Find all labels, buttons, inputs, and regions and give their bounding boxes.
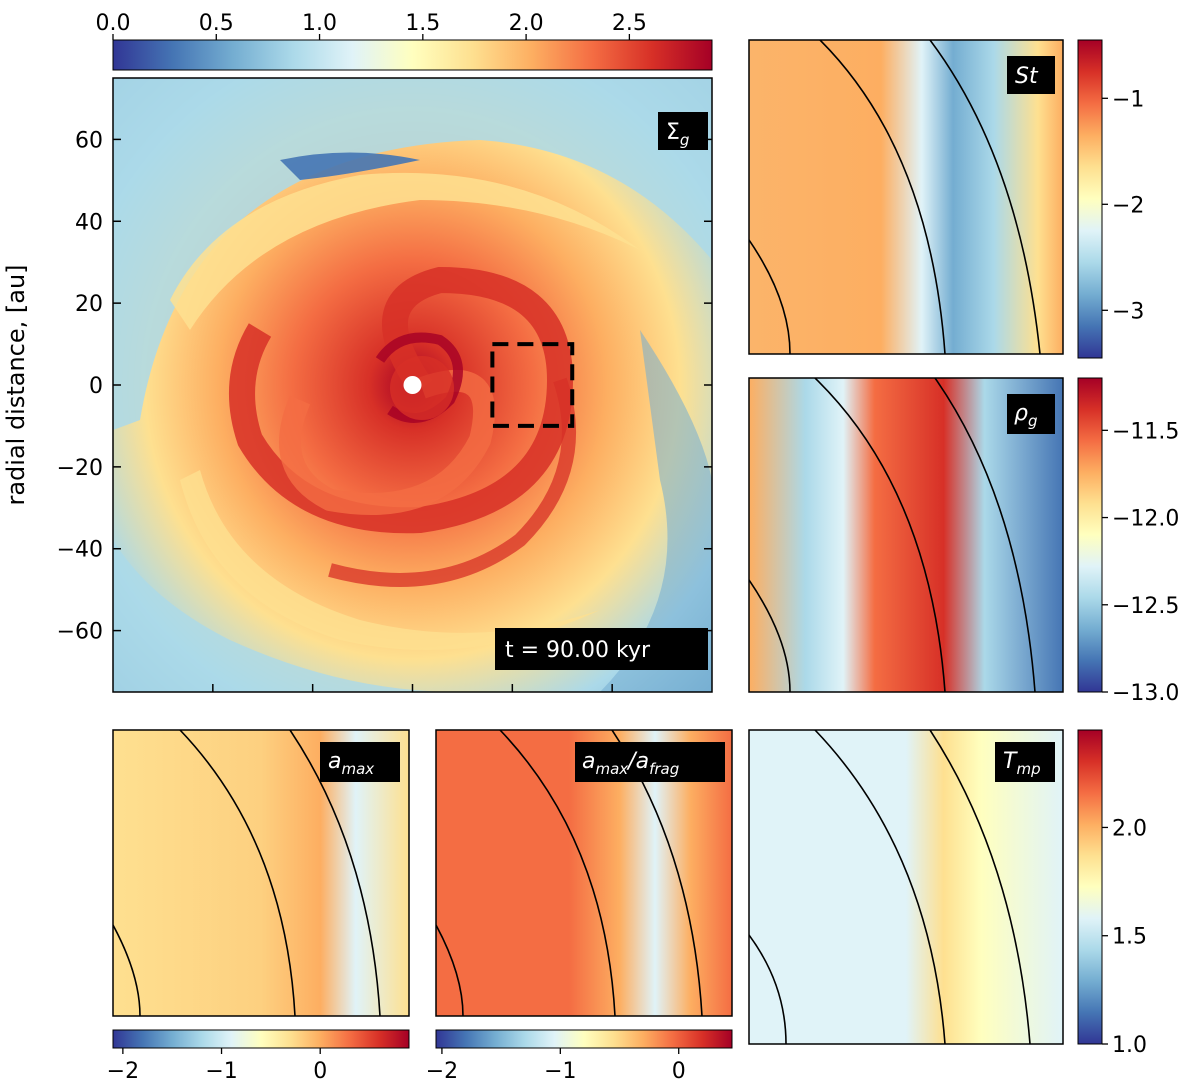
amax-afrag-label-main: a [582,749,595,774]
amax-afrag-label-sub: max [595,760,628,778]
tmp-contour-2 [814,730,946,1044]
st-label: St [1015,64,1039,89]
amax-afrag-contour-2 [499,730,616,1016]
st-contour-3 [929,40,1041,354]
rho-g-colorbar-tick-label: −12.5 [1112,594,1179,619]
st-panel: St −1 −2 −3 [748,39,1144,359]
rho-g-label-main: ρ [1014,401,1028,426]
rho-g-colorbar-tick-label: −12.0 [1112,507,1179,532]
main-colorbar-ticks: 0.0 0.5 1.0 1.5 2.0 2.5 [96,11,647,40]
tmp-colorbar-tick-label: 1.0 [1112,1033,1147,1058]
y-axis-label: radial distance, [au] [2,264,30,505]
amax-colorbar-tick-label: 0 [313,1059,327,1084]
amax-colorbar [112,1029,410,1049]
amax-afrag-panel: amax/afrag −2 −1 0 [426,729,733,1084]
st-colorbar-ticks: −1 −2 −3 [1102,87,1144,324]
amax-contour-2 [179,730,296,1016]
st-contour-1 [749,239,791,354]
main-colorbar-tick-label: 2.0 [509,11,544,36]
rho-g-contour-3 [934,378,1036,692]
st-badge: St [1007,56,1055,94]
st-colorbar [1077,39,1103,359]
time-badge: t = 90.00 kyr [495,628,708,670]
amax-afrag-colorbar-tick-label: −2 [426,1059,458,1084]
amax-colorbar-tick-label: −1 [205,1059,237,1084]
amax-afrag-colorbar-tick-label: 0 [672,1059,686,1084]
tmp-colorbar-ticks: 2.0 1.5 1.0 [1102,816,1147,1058]
main-colorbar-tick-label: 0.5 [199,11,234,36]
st-contour-2 [819,40,946,354]
amax-panel: amax −2 −1 0 [107,729,410,1084]
svg-text:Σg: Σg [666,120,689,149]
amax-afrag-colorbar [435,1029,733,1049]
zoom-region-box [490,342,575,428]
svg-text:ρg: ρg [1014,401,1038,430]
tmp-contour-1 [749,934,787,1044]
rho-g-contour-1 [749,579,791,692]
amax-badge: amax [320,742,400,782]
svg-text:Tmp: Tmp [1003,749,1041,778]
tmp-label-sub: mp [1016,760,1040,778]
amax-contour-3 [289,730,381,1016]
rho-g-colorbar-tick-label: −11.5 [1112,419,1179,444]
svg-text:amax/afrag: amax/afrag [582,749,679,778]
tmp-label-main: T [1003,749,1018,774]
rho-g-colorbar-tick-label: −13.0 [1112,681,1179,706]
st-colorbar-tick-label: −3 [1112,299,1144,324]
amax-label-sub: max [341,760,374,778]
central-star-marker [403,376,422,394]
main-y-tick-label: −40 [57,538,103,563]
amax-label-main: a [328,749,341,774]
amax-afrag-badge: amax/afrag [575,742,725,782]
st-colorbar-tick-label: −1 [1112,87,1144,112]
amax-colorbar-ticks: −2 −1 0 [107,1048,327,1084]
rho-g-label-sub: g [1028,412,1038,430]
main-colorbar-gradient [112,39,713,71]
main-colorbar-tick-label: 1.0 [302,11,337,36]
main-panel: 60 40 20 0 −20 −40 −60 radial distance, [au] Σ… [2,77,713,693]
rho-g-badge: ρg [1007,394,1055,434]
tmp-contour-3 [929,730,1031,1044]
main-y-tick-label: −20 [57,456,103,481]
sigma-g-label-main: Σ [666,120,680,145]
main-colorbar-tick-label: 0.0 [96,11,131,36]
tmp-colorbar [1077,729,1103,1045]
rho-g-panel: ρg −11.5 −12.0 −12.5 −13.0 [748,377,1179,706]
main-y-tick-label: 60 [75,128,103,153]
time-label: t = 90.00 kyr [505,638,651,663]
main-y-tick-label: −60 [57,620,103,645]
main-heatmap [113,78,712,692]
main-colorbar-tick-label: 1.5 [405,11,440,36]
amax-afrag-contour-1 [436,924,464,1016]
tmp-colorbar-tick-label: 1.5 [1112,925,1147,950]
amax-contour-1 [113,924,141,1016]
main-y-ticks: 60 40 20 0 −20 −40 −60 [57,128,712,692]
rho-g-contour-2 [814,378,946,692]
main-y-tick-label: 40 [75,210,103,235]
amax-colorbar-tick-label: −2 [107,1059,139,1084]
tmp-colorbar-tick-label: 2.0 [1112,816,1147,841]
amax-afrag-colorbar-ticks: −2 −1 0 [426,1048,686,1084]
main-colorbar-tick-label: 2.5 [612,11,647,36]
rho-g-colorbar [1077,377,1103,693]
tmp-badge: Tmp [995,742,1055,782]
amax-afrag-colorbar-tick-label: −1 [544,1059,576,1084]
main-colorbar: 0.0 0.5 1.0 1.5 2.0 2.5 [96,11,713,71]
amax-afrag-label-sub2: frag [649,760,679,778]
st-colorbar-tick-label: −2 [1112,193,1144,218]
rho-g-colorbar-ticks: −11.5 −12.0 −12.5 −13.0 [1102,419,1179,706]
main-y-tick-label: 20 [75,292,103,317]
sigma-g-badge: Σg [658,112,708,150]
tmp-panel: Tmp 2.0 1.5 1.0 [748,729,1147,1058]
svg-text:amax: amax [328,749,374,778]
amax-afrag-label-main2: /a [626,749,649,774]
main-y-tick-label: 0 [89,374,103,399]
sigma-g-label-sub: g [680,131,690,149]
